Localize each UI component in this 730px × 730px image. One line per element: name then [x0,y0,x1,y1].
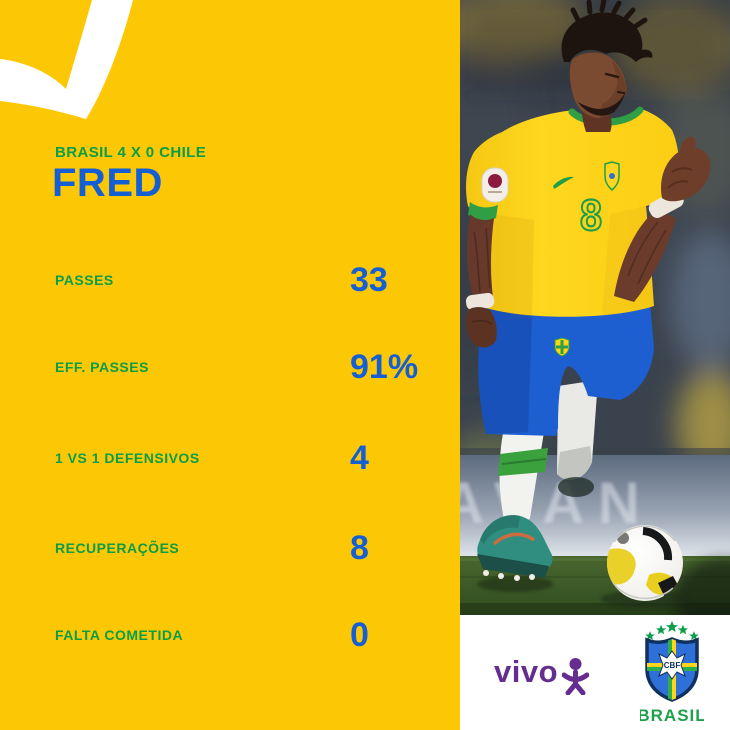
match-score-line: BRASIL 4 X 0 CHILE [55,144,207,161]
player-head [561,0,653,132]
teal-boot [477,515,553,581]
stat-value: 8 [350,528,369,567]
player-photo: AVAN [460,0,730,615]
stat-label: RECUPERAÇÕES [55,540,180,556]
player-name-title: FRED [52,161,163,205]
sponsor-panel: vivo [460,615,730,730]
stat-value: 4 [350,438,369,477]
chest-crest [604,161,620,192]
cbf-crest: CBF BRASIL [640,620,704,725]
stat-label: PASSES [55,272,114,288]
player-back-leg [557,380,598,497]
player-hair [561,12,653,62]
stat-value: 0 [350,615,369,654]
left-sleeve-cuff [468,202,498,221]
stat-label: EFF. PASSES [55,359,149,375]
stat-row-passes: PASSES 33 [0,258,460,302]
boot-swoosh [492,532,536,546]
stat-value: 91% [350,347,419,386]
sleeve-patch [481,167,509,203]
stat-label: FALTA COMETIDA [55,627,184,643]
stat-row-recoveries: RECUPERAÇÕES 8 [0,526,460,570]
crest-white-cross [658,649,686,680]
stat-value: 33 [350,260,388,299]
vivo-wordmark: vivo [494,653,559,689]
crest-initials: CBF [664,661,681,670]
ad-board-top-shadow [460,448,730,456]
crest-country-label: BRASIL [640,706,704,725]
check-swoosh-shape [0,0,133,119]
left-wristband [465,292,495,311]
player-figure: 8 [465,0,711,592]
check-swoosh-graphic [0,0,133,119]
player-right-arm [614,136,711,302]
nike-swoosh-icon [553,176,574,189]
football [601,525,689,608]
vivo-logo: vivo [494,653,590,695]
player-left-arm [465,214,497,348]
stat-row-fouls: FALTA COMETIDA 0 [0,613,460,657]
vivo-person-icon [562,657,590,695]
stat-row-eff-passes: EFF. PASSES 91% [0,345,460,389]
player-front-leg [477,425,553,592]
jersey-number: 8 [580,191,602,240]
stat-row-1v1-defensive: 1 VS 1 DEFENSIVOS 4 [0,436,460,480]
shorts-crest [554,337,570,357]
stat-label: 1 VS 1 DEFENSIVOS [55,450,200,466]
